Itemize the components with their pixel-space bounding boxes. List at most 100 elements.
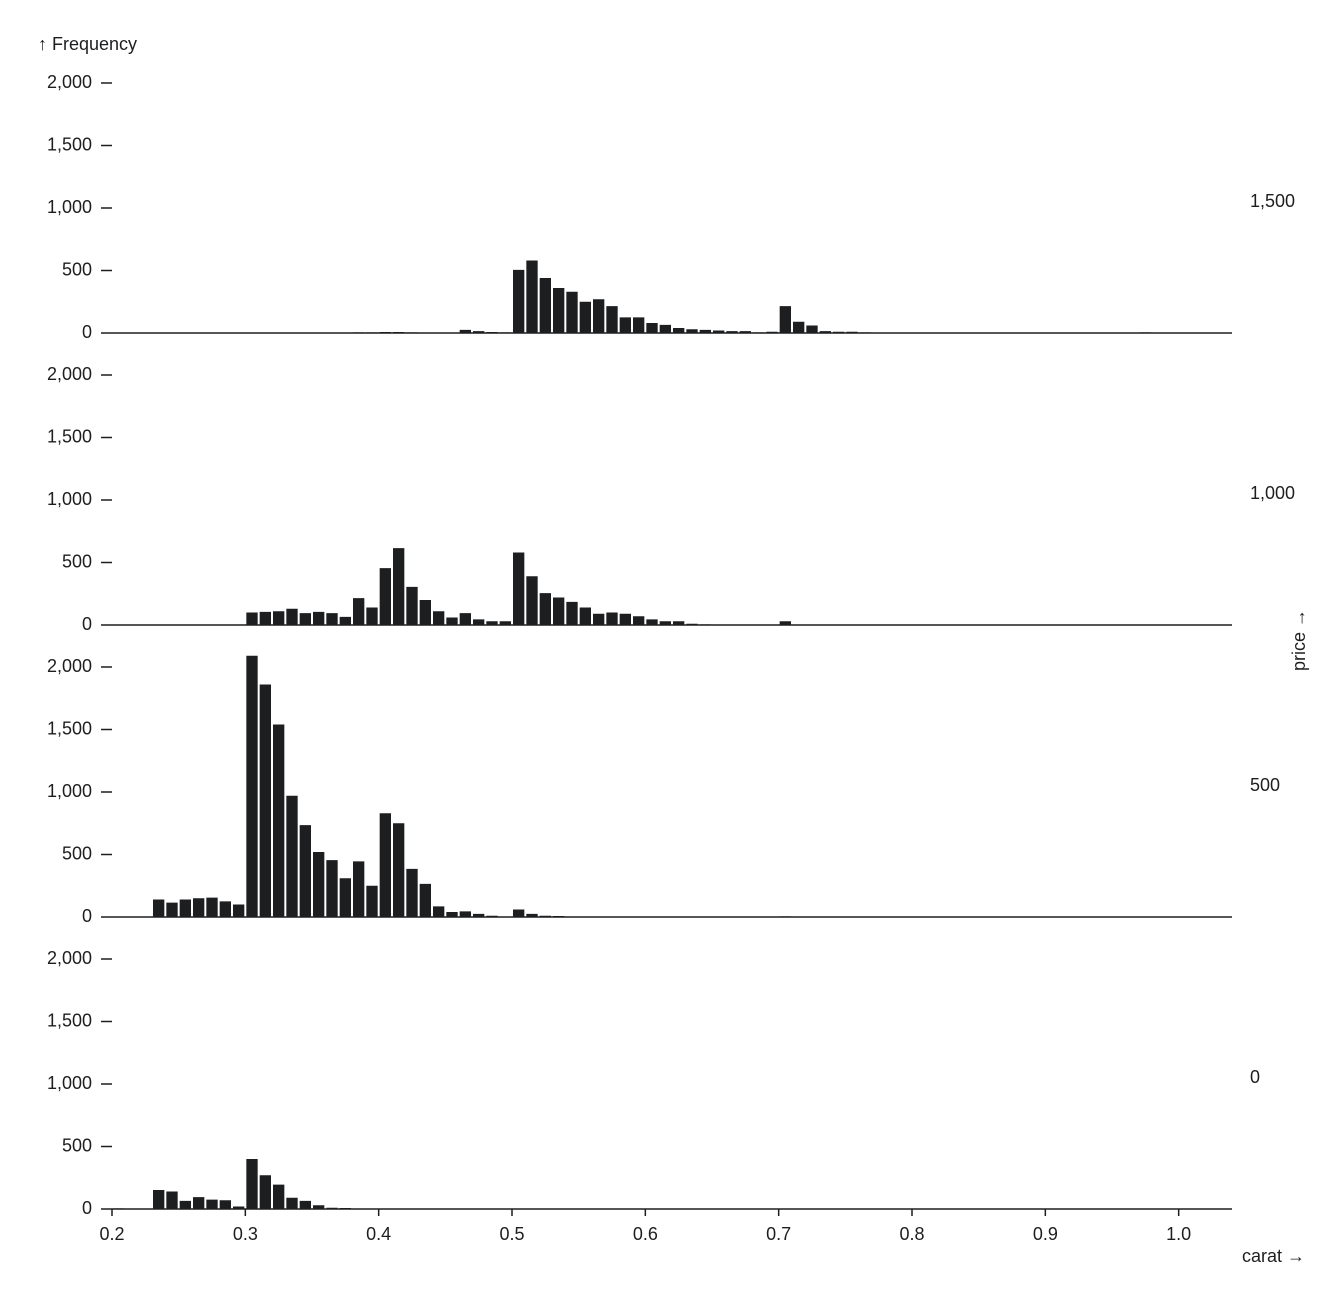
bar (166, 902, 178, 917)
bar (419, 883, 431, 917)
bar (153, 899, 165, 917)
bar (246, 612, 258, 625)
y-tick-label: 0 (82, 614, 92, 634)
bar (673, 328, 685, 333)
bar (473, 913, 485, 917)
bar (193, 1197, 205, 1209)
bar (273, 611, 285, 625)
bar (473, 619, 485, 625)
bar (339, 878, 351, 917)
bar (233, 904, 245, 917)
bar (206, 897, 218, 917)
bar (286, 795, 298, 917)
x-tick-label: 0.3 (233, 1224, 258, 1244)
x-tick-label: 1.0 (1166, 1224, 1191, 1244)
bar (579, 301, 591, 333)
bar (793, 321, 805, 333)
bar (633, 317, 645, 333)
bar (366, 885, 378, 917)
bar (406, 586, 418, 625)
bar (513, 552, 525, 625)
y-tick-label: 1,500 (47, 134, 92, 154)
bar (259, 611, 271, 625)
bar (526, 913, 538, 917)
facet-label: 1,000 (1250, 483, 1295, 503)
bar (313, 852, 325, 917)
y-tick-label: 1,500 (47, 426, 92, 446)
bar (739, 331, 751, 333)
bar (259, 684, 271, 917)
bar (686, 329, 698, 333)
bar (473, 331, 485, 333)
y-tick-label: 1,000 (47, 489, 92, 509)
bar (659, 324, 671, 333)
bar (299, 1200, 311, 1209)
facet-label: 1,500 (1250, 191, 1295, 211)
x-tick-label: 0.4 (366, 1224, 391, 1244)
bar (393, 548, 405, 625)
bar (699, 329, 711, 333)
bar (326, 613, 338, 625)
y-tick-label: 500 (62, 1135, 92, 1155)
bar (353, 598, 365, 625)
bar (726, 331, 738, 333)
bar (219, 901, 231, 917)
bar (233, 1206, 245, 1209)
bar (566, 291, 578, 333)
bar (446, 617, 458, 625)
x-tick-label: 0.5 (499, 1224, 524, 1244)
bar (539, 278, 551, 333)
bar (366, 607, 378, 625)
bar (286, 608, 298, 625)
bar (819, 331, 831, 333)
bar (219, 1200, 231, 1209)
bar (486, 621, 498, 625)
bar (179, 899, 191, 917)
bar (379, 568, 391, 625)
bar (313, 1205, 325, 1209)
y-tick-label: 2,000 (47, 948, 92, 968)
bar (299, 825, 311, 917)
y-tick-label: 1,000 (47, 1073, 92, 1093)
bar (246, 655, 258, 917)
bar (553, 597, 565, 625)
y-tick-label: 500 (62, 551, 92, 571)
bar (806, 325, 818, 333)
bar (566, 601, 578, 625)
bar (459, 329, 471, 333)
bar (299, 613, 311, 625)
y-tick-label: 2,000 (47, 72, 92, 92)
y-tick-label: 1,500 (47, 1010, 92, 1030)
bar (313, 611, 325, 625)
y-tick-label: 0 (82, 322, 92, 342)
bar (419, 600, 431, 625)
facet-label: 500 (1250, 775, 1280, 795)
y-tick-label: 500 (62, 259, 92, 279)
y-tick-label: 0 (82, 1198, 92, 1218)
bar (646, 619, 658, 625)
bar (539, 593, 551, 625)
bar (353, 861, 365, 917)
bar (673, 621, 685, 625)
bar (339, 616, 351, 625)
bar (273, 724, 285, 917)
bar (326, 860, 338, 917)
y-tick-label: 500 (62, 843, 92, 863)
x-tick-label: 0.6 (633, 1224, 658, 1244)
bar (619, 613, 631, 625)
bar (633, 616, 645, 625)
bar (286, 1197, 298, 1209)
y-tick-label: 2,000 (47, 656, 92, 676)
bar (646, 323, 658, 333)
bar (433, 906, 445, 917)
bar (179, 1200, 191, 1209)
y-tick-label: 1,000 (47, 781, 92, 801)
facet-axis-label: price → (1289, 609, 1309, 671)
bar (526, 576, 538, 625)
bar (446, 912, 458, 917)
bar (406, 868, 418, 917)
bar (193, 898, 205, 917)
bar (273, 1184, 285, 1209)
bar (579, 607, 591, 625)
bar (379, 813, 391, 917)
